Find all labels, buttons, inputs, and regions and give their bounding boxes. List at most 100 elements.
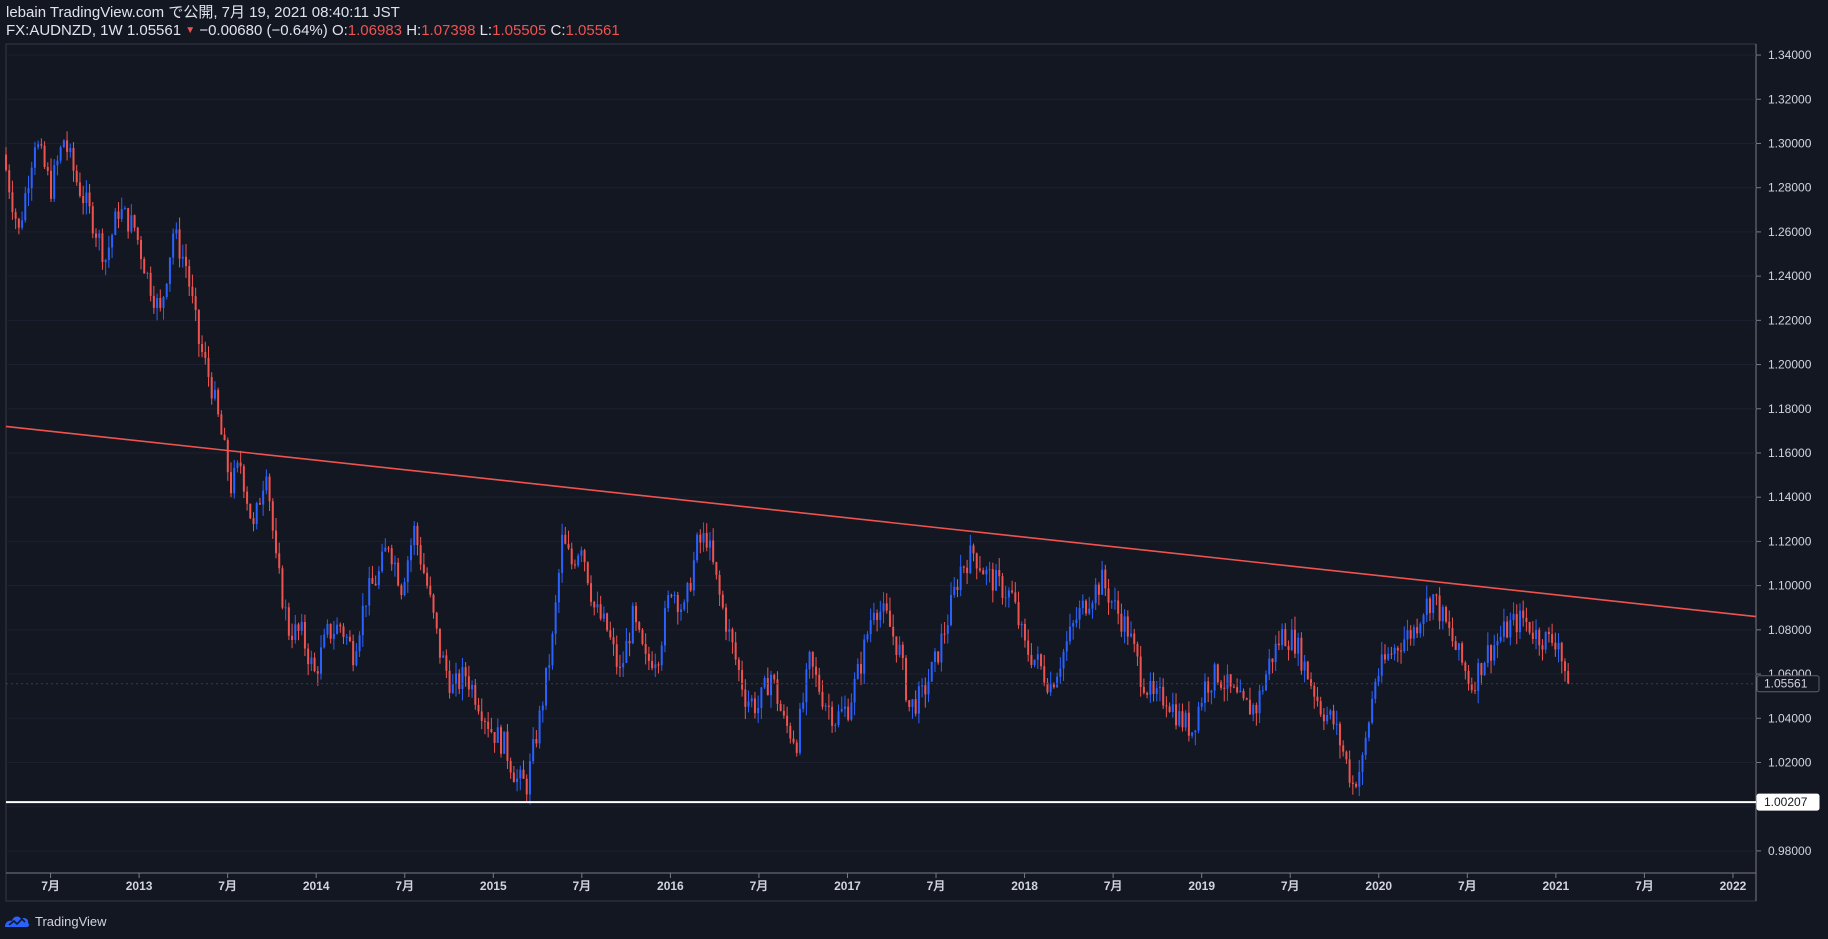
publish-info: lebain TradingView.com で公開, 7月 19, 2021 … (6, 4, 400, 21)
candle-body (136, 227, 139, 240)
candle-body (869, 620, 872, 635)
candle-body (1023, 623, 1026, 641)
candle-body (888, 610, 891, 627)
candle-body (1168, 706, 1171, 712)
time-tick-label: 2022 (1720, 879, 1747, 893)
candle-body (1142, 686, 1145, 693)
candle-body (43, 145, 46, 167)
candle-body (1563, 661, 1566, 672)
candle-body (689, 583, 692, 591)
open-label: O: (331, 22, 348, 39)
candle-body (37, 144, 40, 148)
candle-body (725, 607, 728, 632)
candle-body (1322, 714, 1325, 722)
candle-body (1416, 627, 1419, 634)
trendline[interactable] (5, 425, 1757, 618)
candle-body (1216, 664, 1219, 683)
candle-body (538, 710, 541, 744)
candle-body (152, 295, 155, 308)
low-label: L: (479, 22, 493, 39)
candle-body (85, 192, 88, 204)
candle-body (33, 147, 36, 168)
candle-body (323, 634, 326, 648)
chart-pane-border (5, 43, 1757, 902)
candle-body (496, 727, 499, 743)
price-axis-ticks[interactable]: 1.34000 1.32000 1.30000 1.28000 1.26000 1.240… (1756, 48, 1812, 858)
candle-body (381, 551, 384, 572)
candle-body (1203, 681, 1206, 703)
candle-body (442, 655, 445, 658)
candle-body (329, 623, 332, 639)
candle-body (978, 568, 981, 571)
candle-body (1544, 631, 1547, 650)
candle-body (843, 706, 846, 709)
candle-body (275, 530, 278, 554)
candle-body (892, 626, 895, 637)
candle-body (837, 711, 840, 725)
candle-body (1120, 613, 1123, 632)
candle-body (1130, 633, 1133, 637)
candle-body (143, 258, 146, 274)
time-tick-label: 2014 (303, 879, 330, 893)
candle-body (557, 572, 560, 603)
candle-body (644, 643, 647, 654)
price-tick-label: 1.02000 (1768, 755, 1812, 769)
candle-body (217, 389, 220, 415)
candle-body (1043, 666, 1046, 683)
candle-body (162, 296, 165, 308)
candle-body (789, 725, 792, 739)
drawings[interactable] (5, 425, 1757, 804)
candle-body (127, 208, 130, 232)
candle-body (368, 578, 371, 606)
candle-body (1499, 636, 1502, 642)
candle-body (326, 623, 329, 635)
candle-body (445, 655, 448, 671)
candle-body (201, 344, 204, 353)
candle-body (1473, 690, 1476, 692)
candle-body (962, 566, 965, 568)
candle-body (1226, 674, 1229, 689)
last-price-label: 1.05561 (1764, 677, 1808, 691)
candle-body (393, 562, 396, 565)
candle-body (78, 182, 81, 197)
candle-body (1059, 668, 1062, 677)
candle-body (358, 635, 361, 652)
price-tick-label: 1.26000 (1768, 225, 1812, 239)
candle-body (1056, 676, 1059, 688)
candle-body (455, 673, 458, 685)
candle-body (1014, 592, 1017, 603)
candle-body (506, 731, 509, 761)
candle-body (175, 229, 178, 234)
candle-body (107, 247, 110, 260)
candle-body (599, 604, 602, 619)
candle-body (535, 738, 538, 744)
candle-body (516, 778, 519, 783)
candle-body (223, 434, 226, 441)
candle-body (429, 585, 432, 595)
footer[interactable]: TradingView (4, 911, 107, 931)
candle-body (1332, 710, 1335, 725)
candle-body (416, 525, 419, 546)
candle-body (403, 582, 406, 596)
candle-body (1486, 645, 1489, 663)
candle-body (88, 192, 91, 207)
candle-body (1367, 722, 1370, 738)
candle-body (1441, 606, 1444, 622)
candle-body (1040, 654, 1043, 667)
candle-body (1017, 602, 1020, 626)
candle-body (551, 633, 554, 666)
candle-body (435, 612, 438, 629)
candle-body (1419, 624, 1422, 634)
candle-body (422, 564, 425, 573)
candle-body (1123, 616, 1126, 632)
candle-body (1400, 650, 1403, 652)
candle-body (1409, 630, 1412, 639)
time-axis-ticks[interactable]: 7月 2013 7月 2014 7月 2015 7月 2016 7月 2017 7月 2018 7月 20… (41, 873, 1747, 893)
candle-body (792, 738, 795, 743)
symbol-label: FX:AUDNZD, 1W (6, 22, 123, 39)
candle-body (615, 644, 618, 667)
candle-body (982, 570, 985, 575)
candle-body (699, 534, 702, 543)
candle-body (374, 583, 377, 586)
